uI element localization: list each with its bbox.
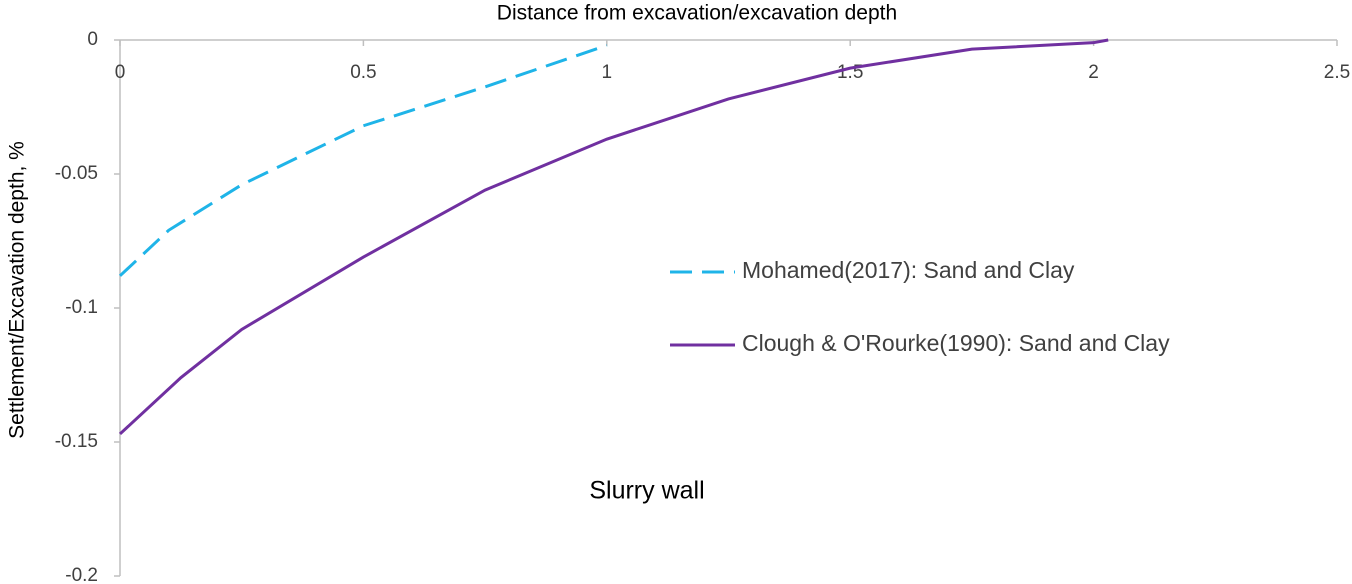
x-axis-title: Distance from excavation/excavation dept… bbox=[497, 2, 897, 25]
series-line bbox=[118, 43, 608, 277]
y-axis-title: Settlement/Excavation depth, % bbox=[6, 141, 29, 439]
y-tick-label: 0 bbox=[87, 29, 98, 50]
x-tick-label: 1 bbox=[602, 62, 613, 83]
legend-label: Clough & O'Rourke(1990): Sand and Clay bbox=[742, 330, 1170, 356]
x-tick-label: 0.5 bbox=[350, 62, 376, 83]
x-tick-label: 0 bbox=[115, 62, 126, 83]
legend-label: Mohamed(2017): Sand and Clay bbox=[742, 257, 1075, 283]
y-tick-label: -0.2 bbox=[65, 565, 98, 584]
y-tick-label: -0.05 bbox=[55, 163, 98, 184]
y-tick-label: -0.15 bbox=[55, 431, 98, 452]
x-tick-label: 2 bbox=[1088, 62, 1099, 83]
y-tick-label: -0.1 bbox=[65, 297, 98, 318]
annotation: Slurry wall bbox=[589, 477, 704, 505]
x-tick-label: 1.5 bbox=[837, 62, 863, 83]
x-tick-label: 2.5 bbox=[1324, 62, 1350, 83]
series-line bbox=[118, 38, 1109, 436]
